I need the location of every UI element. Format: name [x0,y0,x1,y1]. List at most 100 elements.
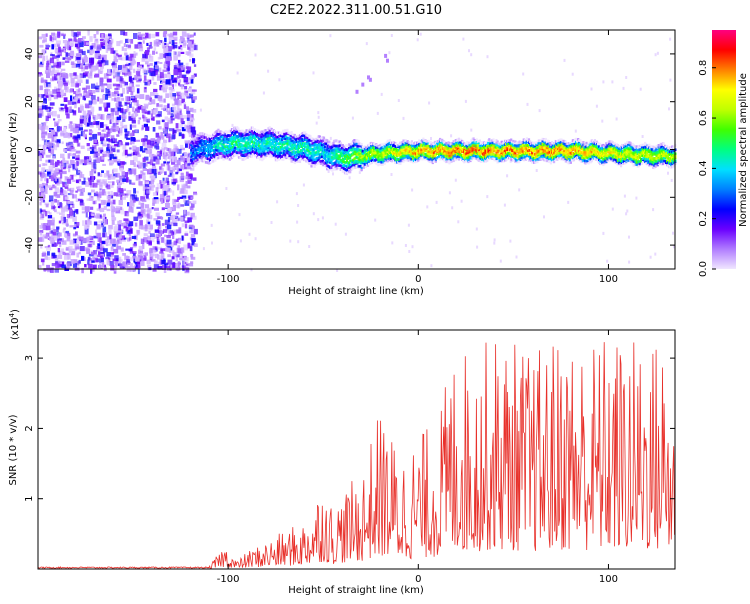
spectrogram-cell [182,164,188,170]
spectrogram-cell [59,49,64,52]
spectrogram-cell [222,142,225,146]
spectrogram-cell [57,119,62,122]
spectrogram-cell [213,141,216,145]
spectrogram-cell [53,191,58,197]
spectrogram-cell [39,73,43,76]
spectrogram-cell [56,226,60,230]
spectrogram-cell [161,207,165,211]
spectrogram-cell [52,232,57,236]
spectrogram-cell [441,141,444,145]
spectrogram-cell [302,183,305,187]
spectrogram-cell [303,134,306,138]
spectrogram-cell [339,141,342,145]
spectrogram-cell [140,202,144,209]
spectrogram-cell [176,110,181,116]
spectrogram-cell [111,206,116,213]
spectrogram-cell [166,224,172,230]
spectrogram-cell [124,134,128,139]
spectrogram-cell [59,126,62,131]
spectrogram-cell [119,165,124,170]
spectrogram-cell [101,170,104,173]
spectrogram-cell [205,148,208,151]
spectrogram-cell [144,81,148,86]
spectrogram-cell [85,211,88,218]
spectrogram-cell [111,184,114,188]
spectrogram-cell [111,98,114,101]
spectrogram-cell [162,191,165,198]
spectrogram-cell [57,248,61,253]
spectrogram-cell [42,209,46,215]
spectrogram-cell [91,189,95,193]
spectrogram-cell [89,135,94,139]
spectrogram-cell [83,129,88,132]
spectrogram-cell [84,94,90,98]
spectrogram-cell [226,156,229,160]
spectrogram-cell [88,114,91,120]
spectrogram-cell [439,137,442,141]
spectrogram-cell [217,144,220,147]
spectrogram-cell [342,169,345,173]
spectrogram-cell [187,35,192,38]
spectrogram-cell [131,82,134,87]
spectrogram-cell [51,136,55,142]
spectrogram-cell [52,33,57,39]
spectrogram-cell [194,150,197,153]
spectrogram-cell [107,143,110,150]
spectrogram-cell [78,93,82,96]
spectrogram-cell [90,266,93,269]
spectrogram-cell [40,61,44,65]
spectrogram-cell [83,75,86,78]
spectrogram-cell [264,155,267,159]
spectrogram-cell [47,185,52,189]
spectrogram-cell [56,92,61,98]
spectrogram-cell [56,65,60,68]
spectrogram-cell [470,53,473,57]
spectrogram-cell [57,264,63,268]
spectrogram-cell [97,243,101,248]
spectrogram-cell [108,225,113,230]
spectrogram-cell [145,126,150,131]
spectrogram-cell [167,72,171,75]
spectrogram-cell [185,161,190,164]
spectrogram-cell [171,182,176,185]
spectrogram-cell [165,93,169,98]
spectrogram-cell [58,46,61,53]
spectrogram-cell [42,167,46,172]
spectrogram-cell [45,43,50,46]
spectrogram-cell [44,79,48,84]
spectrogram-cell [340,168,343,172]
spectrogram-cell [78,198,83,201]
spectrogram-cell [148,53,152,58]
spectrogram-cell [181,96,186,100]
spectrogram-cell [77,41,81,45]
spectrogram-cell [312,71,315,75]
spectrogram-cell [222,133,225,136]
spectrogram-cell [158,126,162,130]
spectrogram-cell [62,182,65,188]
spectrogram-cell [110,205,114,209]
spectrogram-cell [295,146,298,150]
spectrogram-cell [120,179,125,184]
spectrogram-cell [55,122,59,127]
spectrogram-cell [130,39,134,44]
spectrogram-cell [291,139,294,143]
spectrogram-cell [39,214,42,218]
spectrogram-cell [380,92,383,96]
spectrogram-cell [89,104,93,108]
spectrogram-cell [149,183,152,187]
spectrogram-cell [133,243,137,246]
spectrogram-cell [68,38,73,43]
spectrogram-cell [186,113,191,119]
spectrogram-cell [147,198,150,201]
spectrogram-cell [215,134,218,137]
spectrogram-cell [338,150,341,153]
spectrogram-cell [183,102,186,105]
spectrogram-cell [89,206,94,210]
spectrogram-cell [115,172,120,178]
spectrogram-cell [289,138,292,141]
spectrogram-cell [250,145,253,148]
spectrogram-cell [266,130,269,134]
spectrogram-cell [215,130,218,134]
spectrogram-cell [64,86,68,90]
spectrogram-cell [138,200,141,205]
